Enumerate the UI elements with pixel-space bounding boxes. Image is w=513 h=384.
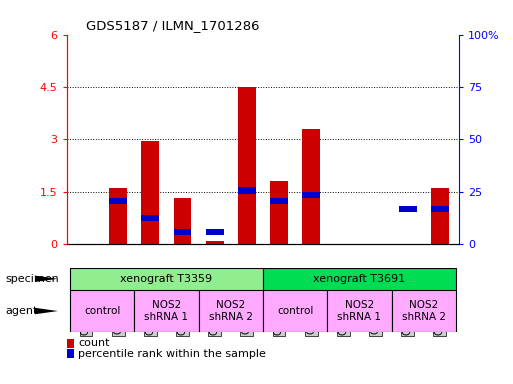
Text: NOS2
shRNA 1: NOS2 shRNA 1: [145, 300, 188, 322]
Bar: [391, 290, 456, 332]
Bar: [302, 192, 320, 198]
Text: NOS2
shRNA 2: NOS2 shRNA 2: [209, 300, 253, 322]
Bar: [109, 188, 127, 244]
Bar: [109, 198, 127, 204]
Text: GSM737525: GSM737525: [274, 275, 284, 335]
Text: GSM737530: GSM737530: [113, 275, 123, 334]
Bar: [173, 199, 191, 244]
Bar: [263, 268, 456, 290]
Bar: [142, 215, 159, 221]
Bar: [173, 229, 191, 235]
Text: GSM737535: GSM737535: [435, 275, 445, 334]
Text: specimen: specimen: [5, 274, 59, 284]
Text: control: control: [84, 306, 120, 316]
Bar: [206, 241, 224, 244]
Text: count: count: [78, 338, 109, 348]
Text: GSM737529: GSM737529: [403, 275, 412, 334]
Text: xenograft T3691: xenograft T3691: [313, 274, 405, 284]
Bar: [270, 198, 288, 204]
Bar: [206, 229, 224, 235]
Text: GSM737531: GSM737531: [306, 275, 316, 334]
Polygon shape: [35, 276, 58, 282]
Bar: [263, 290, 327, 332]
Text: NOS2
shRNA 2: NOS2 shRNA 2: [402, 300, 446, 322]
Text: GSM737526: GSM737526: [145, 275, 155, 334]
Bar: [199, 290, 263, 332]
Text: GSM737533: GSM737533: [370, 275, 381, 334]
Text: GDS5187 / ILMN_1701286: GDS5187 / ILMN_1701286: [86, 19, 260, 32]
Bar: [302, 129, 320, 244]
Bar: [70, 268, 263, 290]
Polygon shape: [35, 308, 58, 314]
Text: agent: agent: [5, 306, 37, 316]
Bar: [238, 87, 255, 244]
Bar: [142, 141, 159, 244]
Text: GSM737524: GSM737524: [81, 275, 91, 334]
Text: GSM737528: GSM737528: [210, 275, 220, 334]
Bar: [270, 181, 288, 244]
Bar: [399, 206, 417, 212]
Text: GSM737534: GSM737534: [242, 275, 252, 334]
Text: GSM737532: GSM737532: [177, 275, 187, 334]
Bar: [431, 206, 449, 212]
Text: xenograft T3359: xenograft T3359: [121, 274, 212, 284]
Text: control: control: [277, 306, 313, 316]
Bar: [70, 290, 134, 332]
Bar: [134, 290, 199, 332]
Bar: [238, 187, 255, 194]
Text: percentile rank within the sample: percentile rank within the sample: [78, 349, 266, 359]
Text: GSM737527: GSM737527: [339, 275, 348, 335]
Bar: [327, 290, 391, 332]
Text: NOS2
shRNA 1: NOS2 shRNA 1: [338, 300, 381, 322]
Bar: [431, 188, 449, 244]
